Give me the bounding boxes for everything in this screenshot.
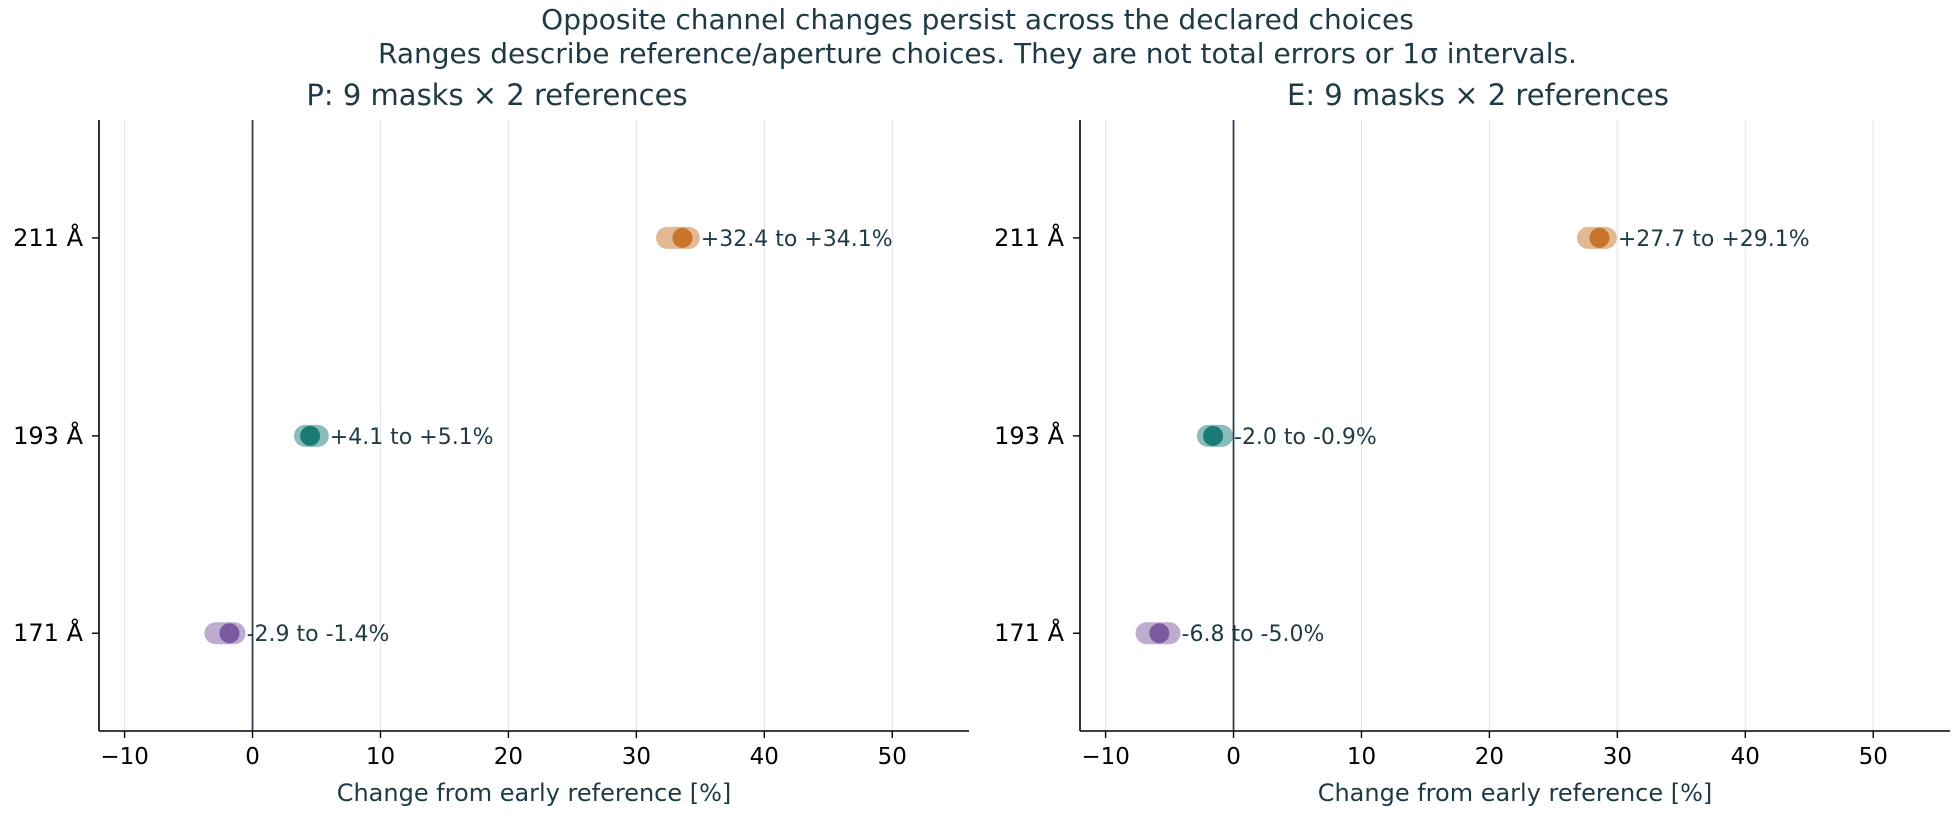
x-tick-label: −10 xyxy=(100,744,149,770)
panel-e: −10 0 10 20 30 40 50 Change from early referenc… xyxy=(994,78,1950,807)
x-tick-label: 40 xyxy=(750,744,779,770)
x-tick-label: −10 xyxy=(1081,744,1130,770)
data-point xyxy=(219,623,240,644)
data-point xyxy=(1149,623,1170,644)
data-point xyxy=(300,425,321,446)
x-tick-label: 30 xyxy=(1603,744,1632,770)
x-tick-label: 0 xyxy=(245,744,260,770)
x-tick-label: 50 xyxy=(878,744,907,770)
y-tick-label: 171 Å xyxy=(13,618,83,647)
figure-title: Opposite channel changes persist across … xyxy=(541,3,1414,36)
range-label: -2.9 to -1.4% xyxy=(247,622,390,647)
range-label: +4.1 to +5.1% xyxy=(330,425,494,450)
data-point xyxy=(1589,227,1610,248)
data-point xyxy=(1203,425,1224,446)
panel-p: −10 0 10 20 30 40 50 Change from early referenc… xyxy=(13,78,969,807)
y-tick-label: 211 Å xyxy=(994,223,1064,252)
y-tick-label: 193 Å xyxy=(994,421,1064,450)
panel-title: P: 9 masks × 2 references xyxy=(306,78,687,112)
range-label: -2.0 to -0.9% xyxy=(1234,425,1377,450)
panel-title: E: 9 masks × 2 references xyxy=(1287,78,1669,112)
x-tick-label: 0 xyxy=(1226,744,1241,770)
x-tick-label: 40 xyxy=(1731,744,1760,770)
range-label: +27.7 to +29.1% xyxy=(1618,227,1810,252)
x-tick-label: 10 xyxy=(366,744,395,770)
x-axis-label: Change from early reference [%] xyxy=(1318,779,1713,807)
x-tick-label: 20 xyxy=(1475,744,1504,770)
y-tick-label: 211 Å xyxy=(13,223,83,252)
x-tick-label: 20 xyxy=(494,744,523,770)
y-tick-label: 193 Å xyxy=(13,421,83,450)
x-tick-label: 10 xyxy=(1347,744,1376,770)
range-label: -6.8 to -5.0% xyxy=(1182,622,1325,647)
x-tick-label: 50 xyxy=(1859,744,1888,770)
figure-subtitle: Ranges describe reference/aperture choic… xyxy=(378,37,1577,70)
x-tick-label: 30 xyxy=(622,744,651,770)
x-axis-label: Change from early reference [%] xyxy=(337,779,732,807)
data-point xyxy=(672,227,693,248)
range-label: +32.4 to +34.1% xyxy=(701,227,893,252)
y-tick-label: 171 Å xyxy=(994,618,1064,647)
